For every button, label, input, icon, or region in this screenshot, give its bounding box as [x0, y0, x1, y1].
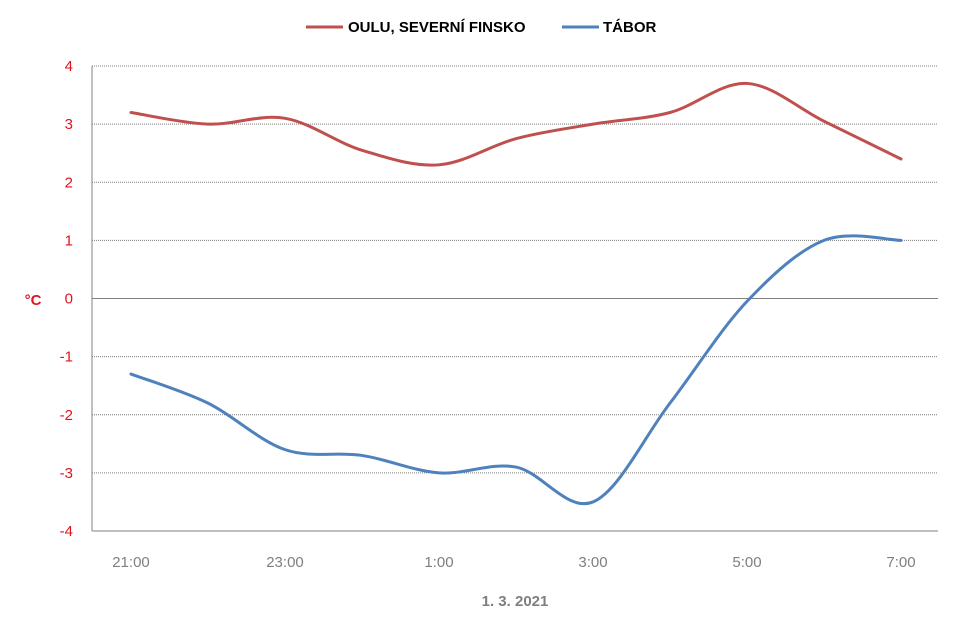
y-tick-label: 0 [65, 291, 73, 308]
axes [91, 66, 938, 532]
y-tick-label: -4 [60, 523, 73, 540]
y-tick-label: 4 [65, 58, 73, 75]
y-tick-label: 3 [65, 116, 73, 133]
x-axis-label: 1. 3. 2021 [482, 593, 549, 610]
gridlines [92, 65, 938, 474]
x-axis-ticks: 21:00 23:00 1:00 3:00 5:00 7:00 [112, 554, 915, 571]
x-tick-label: 5:00 [732, 554, 761, 571]
y-tick-label: 1 [65, 232, 73, 249]
series-line-1 [129, 234, 903, 506]
series-lines [129, 81, 903, 506]
y-axis-label: °C [25, 292, 42, 309]
y-tick-label: -2 [60, 407, 73, 424]
y-tick-label: -3 [60, 465, 73, 482]
series-line-0 [129, 81, 903, 167]
y-tick-label: 2 [65, 174, 73, 191]
legend-label-tabor: TÁBOR [603, 19, 656, 36]
x-tick-label: 3:00 [578, 554, 607, 571]
legend-label-oulu: OULU, SEVERNÍ FINSKO [348, 19, 526, 36]
legend: OULU, SEVERNÍ FINSKO TÁBOR [306, 19, 656, 36]
x-tick-label: 23:00 [266, 554, 304, 571]
y-axis-ticks: -4 -3 -2 -1 0 1 2 3 4 [60, 58, 73, 540]
x-tick-label: 1:00 [424, 554, 453, 571]
x-tick-label: 7:00 [886, 554, 915, 571]
y-tick-label: -1 [60, 349, 73, 366]
x-tick-label: 21:00 [112, 554, 150, 571]
